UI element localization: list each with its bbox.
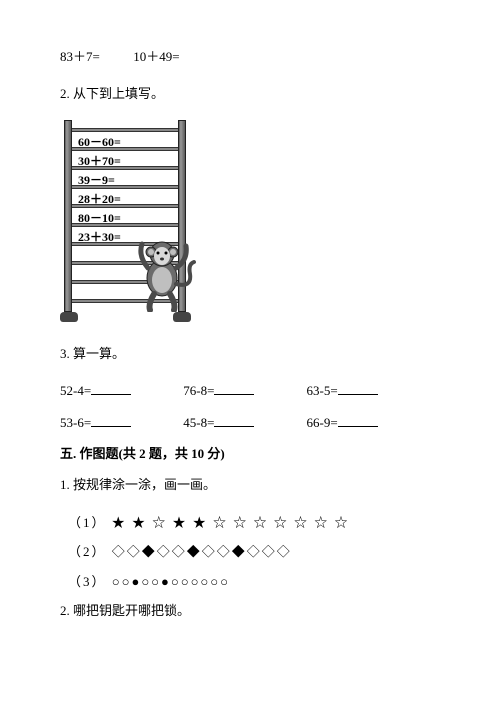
pattern-1: （1） ★ ★ ☆ ★ ★ ☆ ☆ ☆ ☆ ☆ ☆ ☆: [68, 511, 440, 534]
pattern-1-shapes: ★ ★ ☆ ★ ★ ☆ ☆ ☆ ☆ ☆ ☆ ☆: [112, 515, 350, 530]
q2-title: 2. 从下到上填写。: [60, 82, 440, 105]
pattern-2: （2） ◇◇◆◇◇◆◇◇◆◇◇◇: [68, 540, 440, 563]
blank: [214, 383, 254, 395]
monkey-illustration: [136, 236, 196, 312]
blank: [91, 415, 131, 427]
eq-row-2: 53-6= 45-8= 66-9=: [60, 411, 440, 434]
blank: [214, 415, 254, 427]
s5-q2: 2. 哪把钥匙开哪把锁。: [60, 599, 440, 622]
eq-45-8: 45-8=: [183, 415, 214, 430]
pattern-3-shapes: ○○●○○●○○○○○○: [112, 574, 230, 589]
pattern-1-label: （1）: [68, 515, 107, 530]
eq-66-9: 66-9=: [307, 415, 338, 430]
q3-title: 3. 算一算。: [60, 342, 440, 365]
ladder-figure: 60－60=30＋70=39－9=28＋20=80－10=23＋30=: [60, 120, 210, 322]
eq-53-6: 53-6=: [60, 415, 91, 430]
top-equations: 83＋7= 10＋49=: [60, 45, 440, 68]
eq-76-8: 76-8=: [183, 383, 214, 398]
section5-title: 五. 作图题(共 2 题，共 10 分): [60, 442, 440, 465]
ladder-foot-left: [60, 312, 78, 322]
s5-q1: 1. 按规律涂一涂，画一画。: [60, 473, 440, 496]
blank: [338, 383, 378, 395]
pattern-3: （3） ○○●○○●○○○○○○: [68, 570, 440, 593]
blank: [91, 383, 131, 395]
ladder-rail-left: [64, 120, 72, 312]
eq-63-5: 63-5=: [307, 383, 338, 398]
eq-row-1: 52-4= 76-8= 63-5=: [60, 379, 440, 402]
ladder-foot-right: [173, 312, 191, 322]
pattern-2-label: （2）: [68, 544, 107, 559]
eq-52-4: 52-4=: [60, 383, 91, 398]
equation-2: 10＋49=: [133, 45, 179, 68]
pattern-3-label: （3）: [68, 574, 107, 589]
equation-1: 83＋7=: [60, 45, 130, 68]
pattern-2-shapes: ◇◇◆◇◇◆◇◇◆◇◇◇: [112, 544, 292, 559]
blank: [338, 415, 378, 427]
